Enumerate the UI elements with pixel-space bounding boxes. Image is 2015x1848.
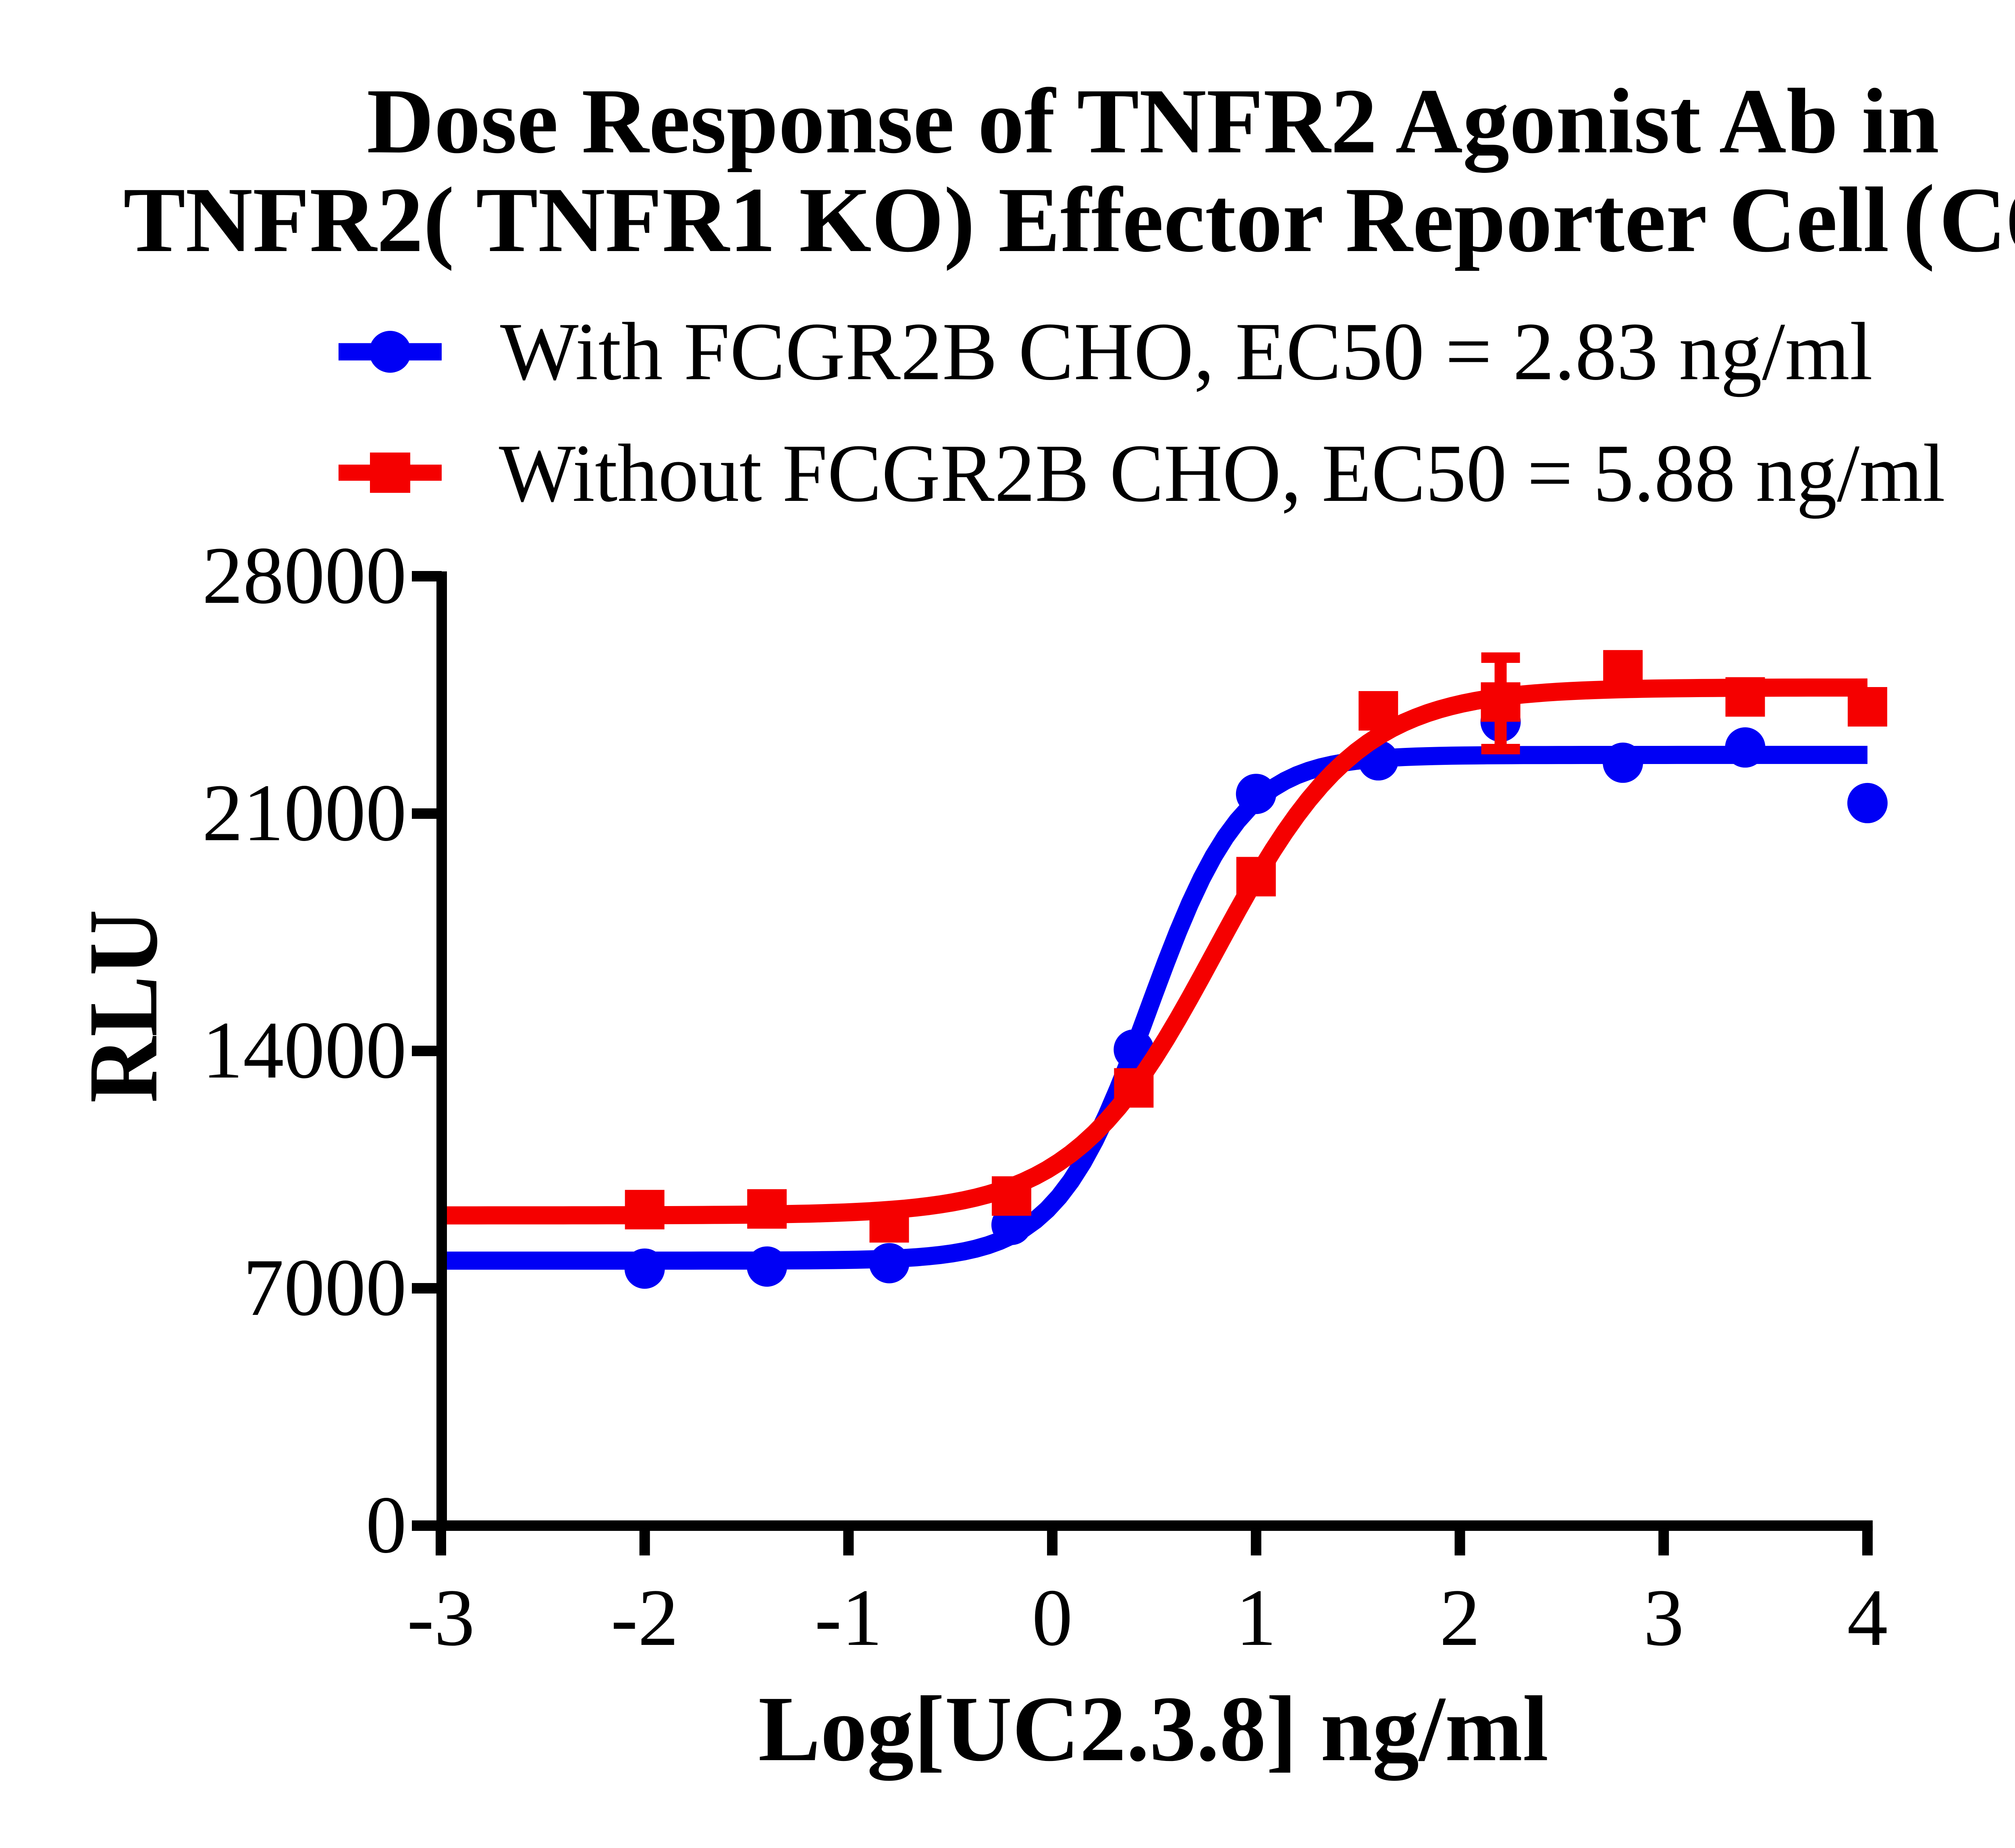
svg-text:0: 0 bbox=[366, 1479, 407, 1570]
svg-text:0: 0 bbox=[1032, 1572, 1073, 1663]
svg-text:-1: -1 bbox=[814, 1572, 882, 1663]
svg-text:RLU: RLU bbox=[69, 909, 178, 1103]
svg-text:Dose Response of TNFR2 Agonist: Dose Response of TNFR2 Agonist Ab in bbox=[367, 69, 1939, 173]
svg-text:-2: -2 bbox=[611, 1572, 679, 1663]
svg-text:7000: 7000 bbox=[243, 1242, 407, 1333]
svg-text:Without FCGR2B CHO, EC50 = 5.8: Without FCGR2B CHO, EC50 = 5.88 ng/ml bbox=[499, 428, 1945, 519]
svg-text:21000: 21000 bbox=[202, 767, 407, 858]
svg-text:2: 2 bbox=[1440, 1572, 1480, 1663]
svg-text:-3: -3 bbox=[407, 1572, 475, 1663]
svg-text:14000: 14000 bbox=[202, 1005, 407, 1095]
svg-text:28000: 28000 bbox=[202, 530, 407, 621]
svg-text:Log[UC2.3.8] ng/ml: Log[UC2.3.8] ng/ml bbox=[758, 1677, 1549, 1781]
svg-text:TNFR2( TNFR1 KO) Effector Repo: TNFR2( TNFR1 KO) Effector Reporter Cell(… bbox=[123, 165, 2015, 272]
svg-text:1: 1 bbox=[1236, 1572, 1276, 1663]
svg-text:4: 4 bbox=[1847, 1572, 1888, 1663]
svg-text:3: 3 bbox=[1643, 1572, 1684, 1663]
svg-text:With FCGR2B CHO, EC50 = 2.83 n: With FCGR2B CHO, EC50 = 2.83 ng/ml bbox=[500, 306, 1873, 397]
